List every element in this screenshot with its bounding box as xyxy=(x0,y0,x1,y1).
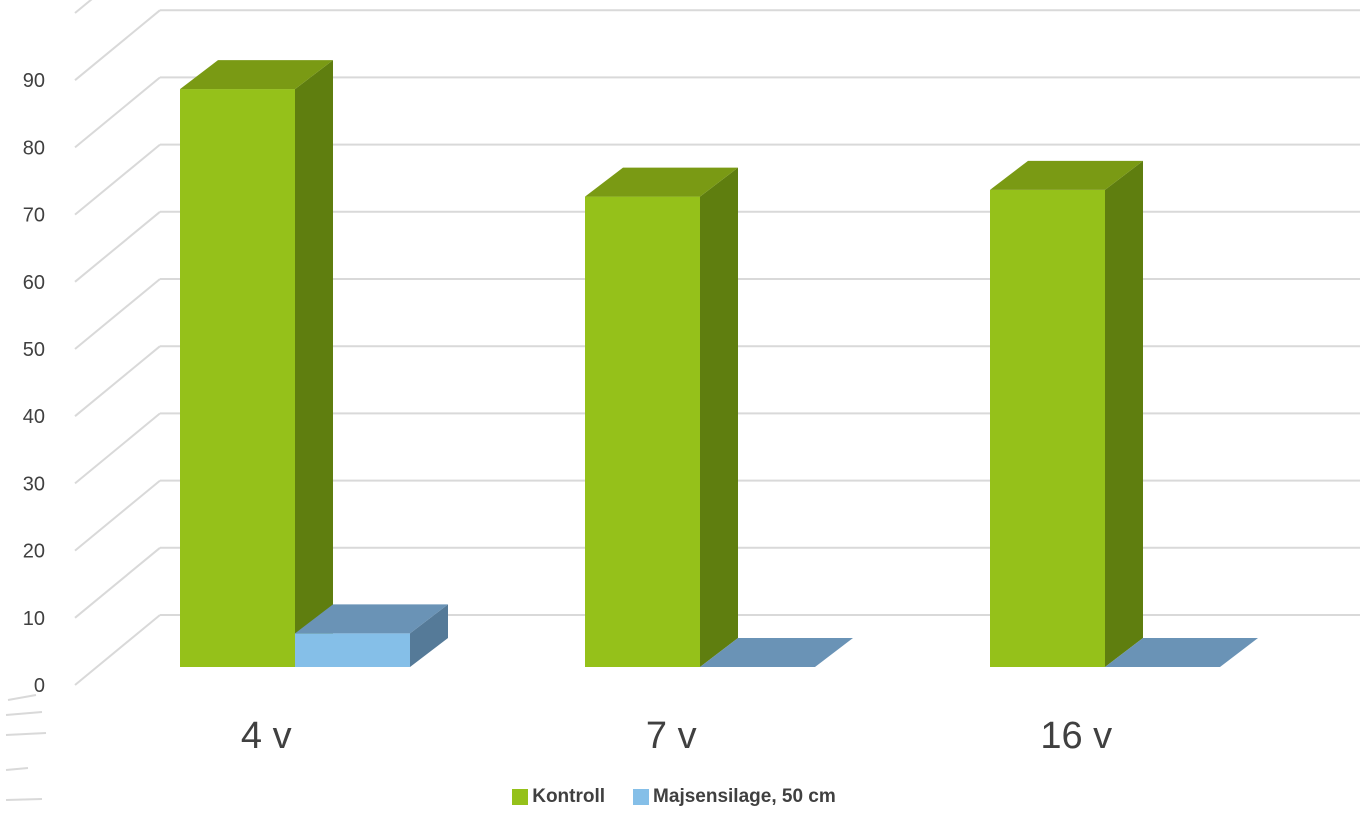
y-tick-label: 80 xyxy=(23,137,45,159)
bar-majsensilage-50-cm-4-v xyxy=(295,604,448,667)
bar-kontroll-7-v xyxy=(585,167,738,667)
x-category-label: 7 v xyxy=(646,715,697,757)
bars xyxy=(180,60,1258,667)
y-tick-label: 90 xyxy=(23,70,45,92)
legend-swatch-majsensilage xyxy=(633,789,650,805)
bar-side xyxy=(295,60,333,667)
bar-front xyxy=(295,633,410,667)
bar-top xyxy=(180,60,333,90)
bar-kontroll-16-v xyxy=(990,160,1143,667)
gridline-side xyxy=(74,278,161,350)
bar-side xyxy=(700,167,738,667)
edge-stroke xyxy=(5,798,43,801)
gridline-side xyxy=(74,143,161,216)
gridline-side xyxy=(74,412,161,485)
gridline-side xyxy=(74,547,161,619)
bar-top xyxy=(1105,638,1258,667)
gridline-side xyxy=(74,0,93,14)
bar-side xyxy=(1105,160,1143,667)
y-tick-label: 40 xyxy=(23,406,45,428)
legend-swatch-kontroll xyxy=(512,789,529,805)
gridline-side xyxy=(74,76,161,149)
edge-stroke xyxy=(5,732,47,736)
y-tick-label: 70 xyxy=(23,205,45,227)
bar-top xyxy=(585,167,738,197)
bar-front xyxy=(180,89,295,667)
gridline-side xyxy=(74,479,161,552)
x-category-label: 4 v xyxy=(241,715,292,757)
bar-majsensilage-50-cm-7-v xyxy=(700,638,853,667)
bar-kontroll-4-v xyxy=(180,60,333,667)
x-category-label: 16 v xyxy=(1040,715,1112,757)
bar-front xyxy=(990,189,1105,667)
legend-label-majsensilage: Majsensilage, 50 cm xyxy=(653,786,836,807)
y-tick-label: 20 xyxy=(23,541,45,563)
edge-stroke xyxy=(7,694,37,701)
bar-top xyxy=(990,160,1143,190)
y-tick-label: 10 xyxy=(23,608,45,630)
bar-side xyxy=(410,604,448,667)
x-axis-categories: 4 v 7 v 16 v xyxy=(241,715,1112,757)
bar-top xyxy=(700,638,853,667)
edge-stroke xyxy=(5,767,29,771)
gridline-side xyxy=(74,211,161,283)
legend-item-kontroll: Kontroll xyxy=(512,786,605,808)
bar-front xyxy=(585,196,700,667)
gridline-side xyxy=(74,345,161,417)
bar-top xyxy=(295,604,448,634)
y-axis-ticks: 0 10 20 30 40 50 60 70 80 90 xyxy=(23,70,45,697)
edge-stroke xyxy=(5,711,43,716)
gridline-side xyxy=(74,9,161,81)
y-tick-label: 50 xyxy=(23,339,45,361)
y-tick-label: 60 xyxy=(23,272,45,294)
y-tick-label: 0 xyxy=(34,675,45,697)
legend: Kontroll Majsensilage, 50 cm xyxy=(0,786,1360,808)
gridlines xyxy=(74,0,1360,686)
gridline-side xyxy=(74,614,161,686)
left-edge-decoration xyxy=(5,694,47,801)
y-tick-label: 30 xyxy=(23,473,45,495)
bar-majsensilage-50-cm-16-v xyxy=(1105,638,1258,667)
legend-label-kontroll: Kontroll xyxy=(532,786,606,807)
legend-item-majsensilage: Majsensilage, 50 cm xyxy=(633,786,836,808)
